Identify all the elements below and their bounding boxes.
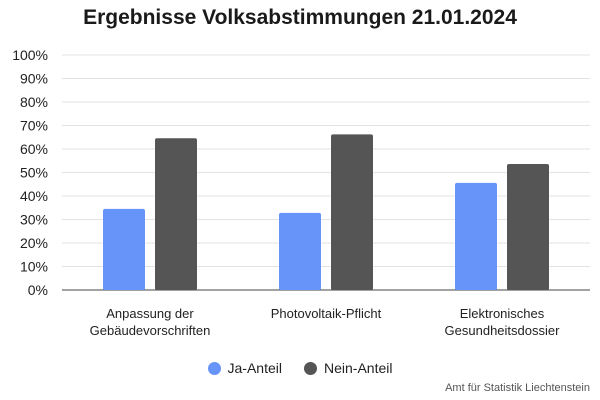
y-tick-label: 20% — [20, 235, 48, 251]
y-tick-label: 0% — [28, 282, 48, 298]
legend-swatch-nein — [303, 361, 317, 375]
legend-label-nein: Nein-Anteil — [323, 360, 393, 376]
legend-item-nein[interactable]: Nein-Anteil — [303, 360, 393, 376]
legend: Ja-Anteil Nein-Anteil — [0, 360, 600, 376]
legend-item-ja[interactable]: Ja-Anteil — [207, 360, 282, 376]
bar-nein[interactable] — [331, 134, 373, 290]
legend-label-ja: Ja-Anteil — [227, 360, 282, 376]
bar-ja[interactable] — [103, 208, 145, 290]
y-tick-label: 40% — [20, 188, 48, 204]
bars — [103, 134, 549, 290]
y-tick-label: 70% — [20, 118, 48, 134]
bar-nein[interactable] — [155, 138, 197, 290]
y-axis-ticks: 0% 10% 20% 30% 40% 50% 60% 70% 80% 90% 100% — [12, 47, 48, 298]
y-tick-label: 60% — [20, 141, 48, 157]
x-axis-categories: Anpassung der Gebäudevorschriften Photovol… — [90, 306, 560, 338]
y-tick-label: 30% — [20, 212, 48, 228]
bar-nein[interactable] — [507, 164, 549, 290]
x-category-label: Gesundheitsdossier — [445, 323, 561, 338]
legend-swatch-ja — [207, 361, 221, 375]
y-tick-label: 80% — [20, 94, 48, 110]
y-tick-label: 10% — [20, 259, 48, 275]
bar-ja[interactable] — [279, 212, 321, 290]
x-category-label: Photovoltaik-Pflicht — [271, 306, 382, 321]
y-tick-label: 100% — [12, 47, 48, 63]
grid-lines — [62, 54, 590, 291]
y-tick-label: 50% — [20, 165, 48, 181]
y-tick-label: 90% — [20, 71, 48, 87]
chart-title: Ergebnisse Volksabstimmungen 21.01.2024 — [83, 6, 517, 29]
x-category-label: Elektronisches — [460, 306, 545, 321]
bar-ja[interactable] — [455, 182, 497, 290]
x-category-label: Gebäudevorschriften — [90, 323, 211, 338]
source-note: Amt für Statistik Liechtenstein — [445, 382, 590, 394]
x-category-label: Anpassung der — [106, 306, 194, 321]
bar-chart: 0% 10% 20% 30% 40% 50% 60% 70% 80% 90% 100% Anpass… — [12, 47, 590, 338]
